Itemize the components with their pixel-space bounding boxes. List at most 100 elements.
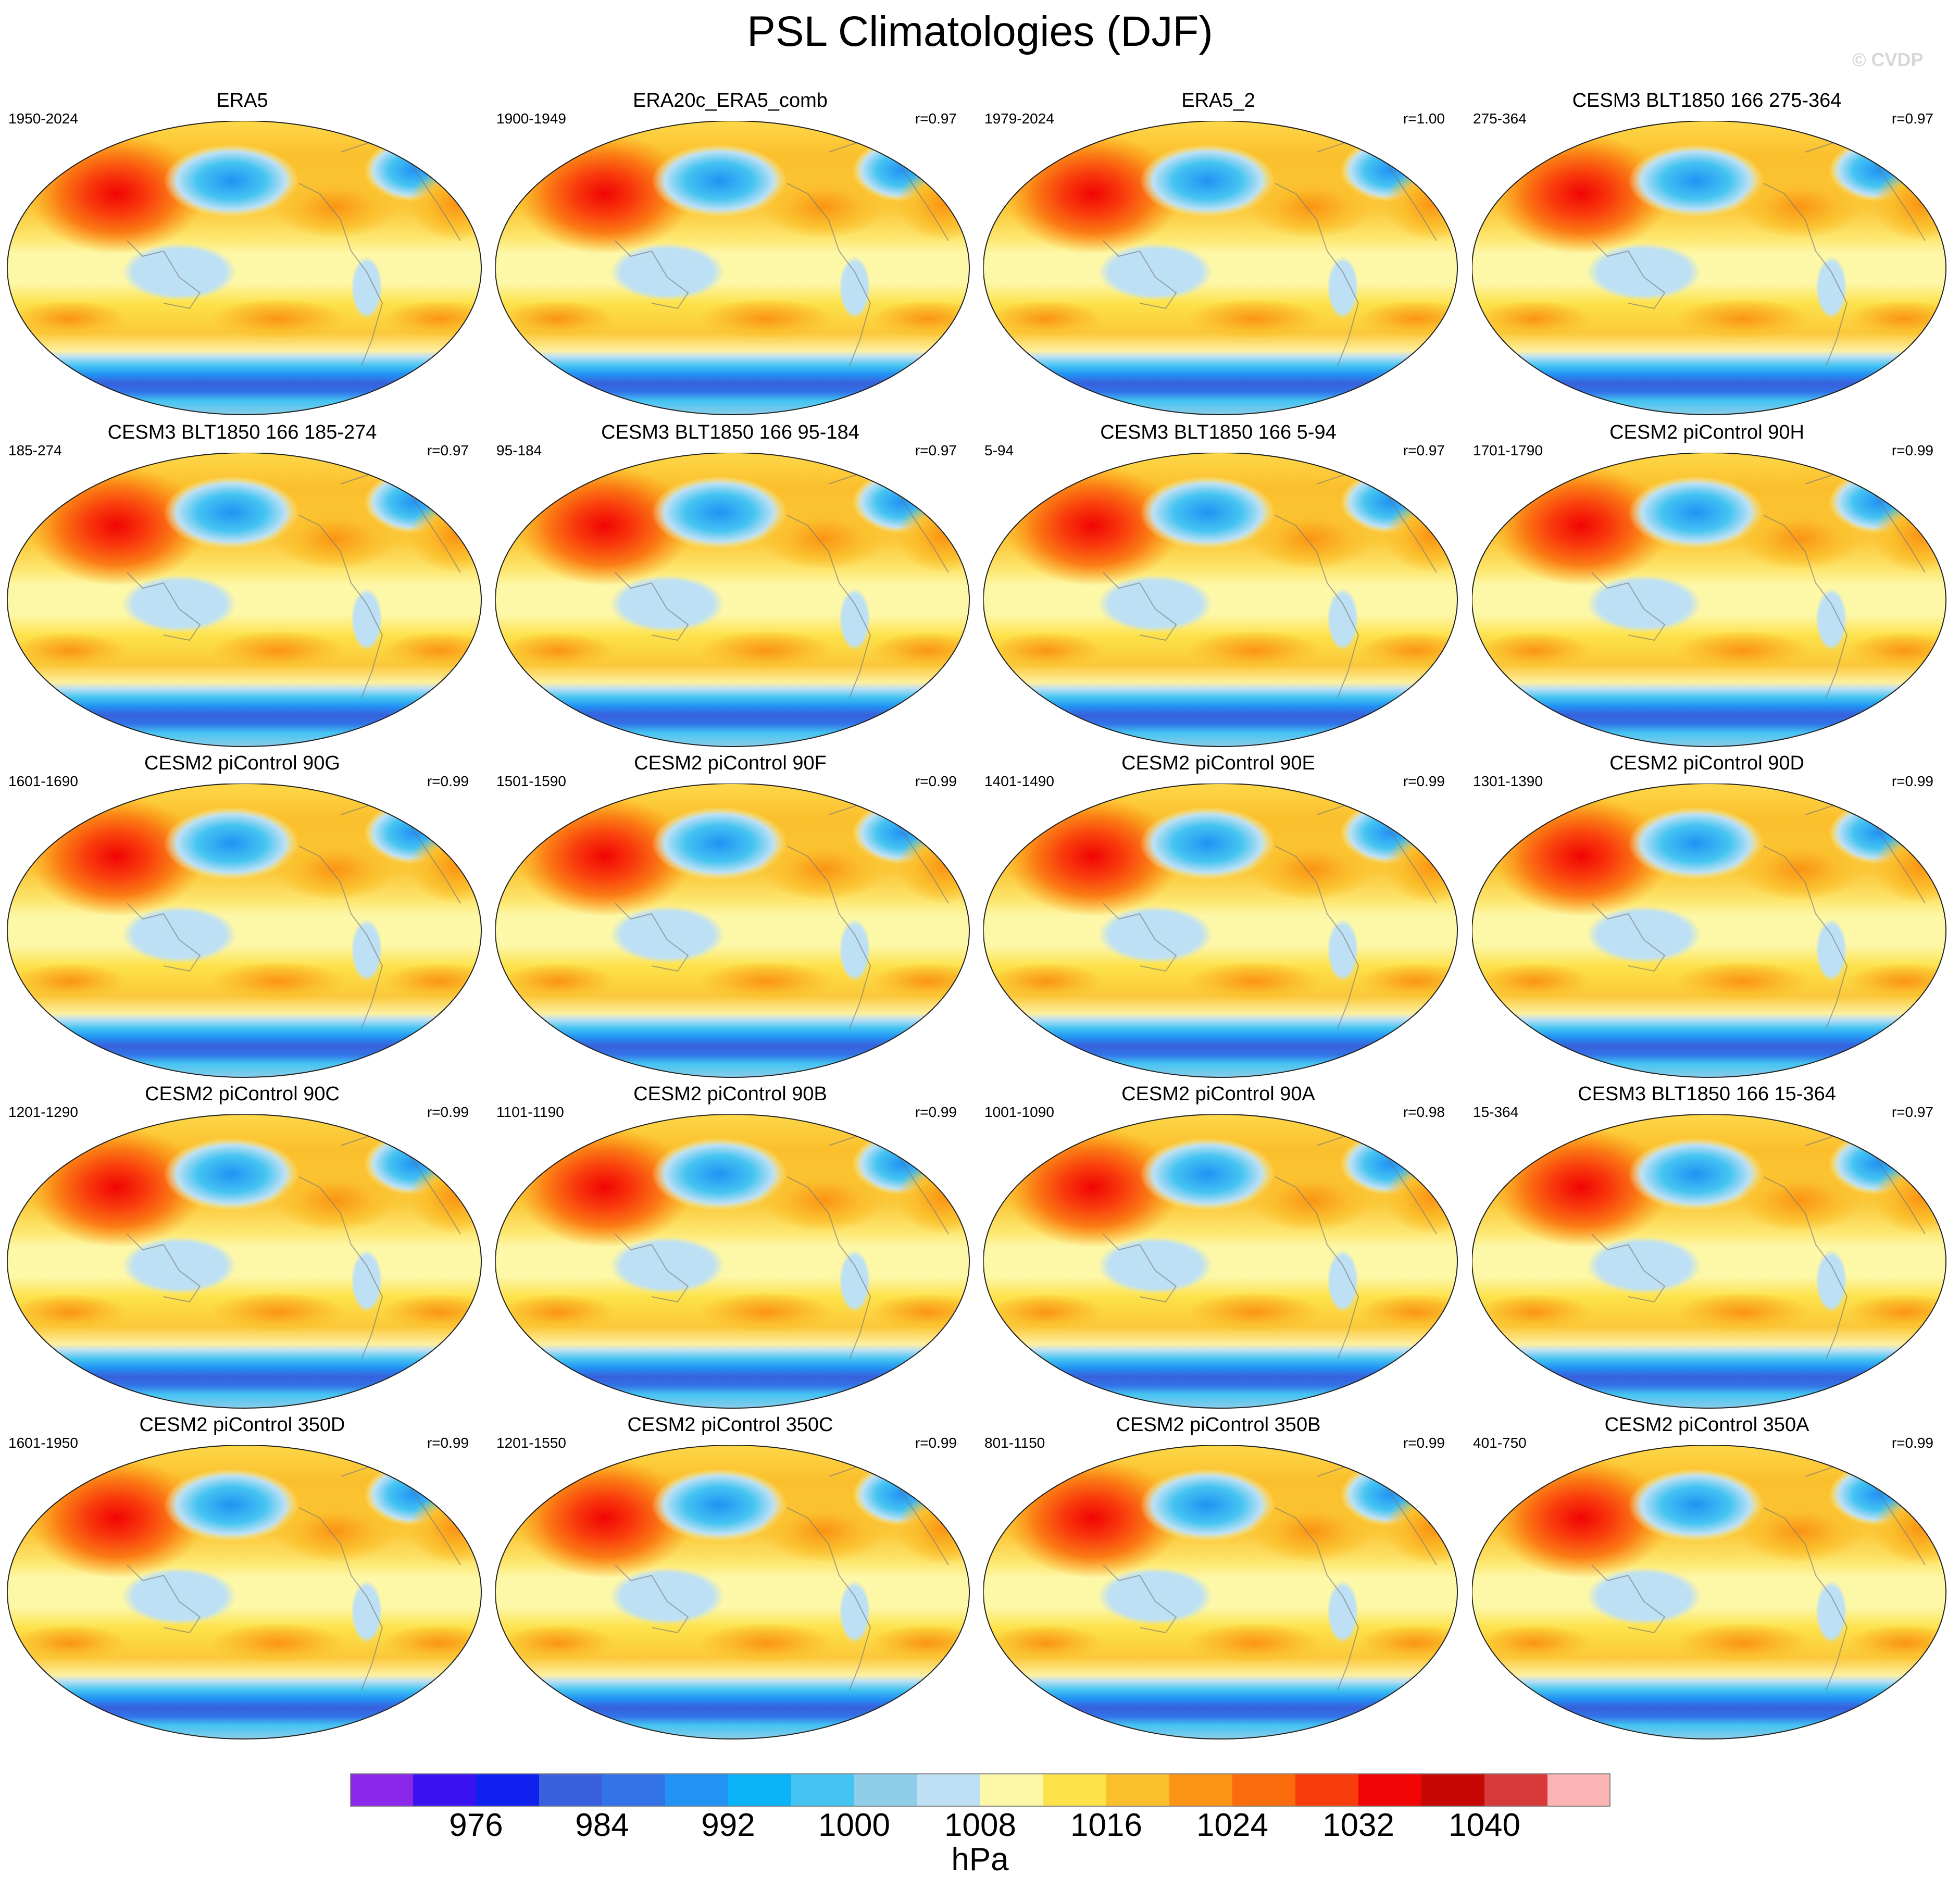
- psl-map: [983, 453, 1458, 747]
- panel-years: 1601-1690: [8, 773, 78, 789]
- panel-correlation: r=0.97: [427, 442, 469, 458]
- panel-title: ERA5: [216, 90, 268, 111]
- panel-years: 401-750: [1473, 1435, 1527, 1451]
- panel-title: CESM2 piControl 90C: [145, 1083, 340, 1105]
- panel-years: 1101-1190: [496, 1104, 564, 1120]
- colorbar-swatch: [728, 1773, 792, 1807]
- psl-map: [495, 121, 970, 415]
- map-panel: CESM2 piControl 350B 801-1150 r=0.99: [976, 1408, 1460, 1739]
- panel-title: CESM2 piControl 90E: [1121, 752, 1315, 774]
- colorbar-swatch: [350, 1773, 414, 1807]
- panel-years: 1001-1090: [984, 1104, 1054, 1120]
- panel-years: 1979-2024: [984, 110, 1054, 127]
- figure-title: PSL Climatologies (DJF): [747, 8, 1213, 55]
- panel-correlation: r=0.97: [1403, 442, 1445, 458]
- psl-map: [1472, 453, 1946, 747]
- colorbar-swatch: [854, 1773, 918, 1807]
- panel-title: CESM2 piControl 350B: [1116, 1414, 1321, 1436]
- colorbar-tick-label: 1008: [944, 1807, 1016, 1843]
- psl-map: [7, 1114, 482, 1409]
- panel-title: CESM2 piControl 350D: [139, 1414, 345, 1436]
- panel-title: CESM2 piControl 90F: [634, 752, 827, 774]
- colorbar-swatch: [476, 1773, 540, 1807]
- map-panel: CESM2 piControl 90E 1401-1490 r=0.99: [976, 746, 1460, 1078]
- panel-correlation: r=0.97: [1891, 110, 1933, 127]
- map-panel: CESM2 piControl 90C 1201-1290 r=0.99: [0, 1077, 484, 1409]
- colorbar-swatch: [1421, 1773, 1485, 1807]
- panel-title: ERA20c_ERA5_comb: [633, 90, 828, 111]
- panel-correlation: r=0.99: [915, 773, 957, 789]
- panel-years: 95-184: [496, 442, 542, 458]
- map-panel: CESM2 piControl 90B 1101-1190 r=0.99: [488, 1077, 972, 1409]
- panel-years: 801-1150: [984, 1435, 1045, 1451]
- panel-years: 1701-1790: [1473, 442, 1543, 458]
- panel-years: 1201-1550: [496, 1435, 566, 1451]
- panel-title: CESM2 piControl 90H: [1609, 421, 1804, 443]
- colorbar-swatch: [602, 1773, 666, 1807]
- panel-correlation: r=0.98: [1403, 1104, 1445, 1120]
- panel-years: 1301-1390: [1473, 773, 1543, 789]
- colorbar-swatch: [980, 1773, 1044, 1807]
- colorbar-swatch: [1484, 1773, 1548, 1807]
- colorbar-tick-label: 1016: [1070, 1807, 1142, 1843]
- panel-years: 1601-1950: [8, 1435, 78, 1451]
- colorbar-swatch: [1043, 1773, 1107, 1807]
- panel-correlation: r=1.00: [1403, 110, 1445, 127]
- map-panel: ERA5 1950-2024: [0, 83, 484, 415]
- panel-years: 1900-1949: [496, 110, 566, 127]
- panel-title: ERA5_2: [1181, 90, 1255, 111]
- panel-correlation: r=0.99: [1403, 1435, 1445, 1451]
- psl-map: [983, 784, 1458, 1078]
- psl-map: [7, 784, 482, 1078]
- panel-title: CESM3 BLT1850 166 185-274: [107, 421, 377, 443]
- colorbar-tick-label: 1000: [818, 1807, 890, 1843]
- map-panel: CESM3 BLT1850 166 15-364 15-364 r=0.97: [1465, 1077, 1949, 1409]
- panel-correlation: r=0.99: [915, 1435, 957, 1451]
- colorbar-tick-label: 1024: [1196, 1807, 1268, 1843]
- map-panel: CESM2 piControl 350A 401-750 r=0.99: [1465, 1408, 1949, 1739]
- map-panel: CESM2 piControl 90H 1701-1790 r=0.99: [1465, 415, 1949, 747]
- panel-title: CESM3 BLT1850 166 275-364: [1572, 90, 1842, 111]
- psl-map: [1472, 1114, 1946, 1409]
- panel-years: 1501-1590: [496, 773, 566, 789]
- panel-years: 1401-1490: [984, 773, 1054, 789]
- psl-map: [495, 1114, 970, 1409]
- psl-map: [495, 1445, 970, 1739]
- psl-map: [983, 1114, 1458, 1409]
- colorbar-tick-label: 1032: [1322, 1807, 1394, 1843]
- panel-title: CESM2 piControl 90G: [144, 752, 340, 774]
- colorbar: [350, 1773, 1611, 1807]
- psl-map: [7, 121, 482, 415]
- panel-correlation: r=0.97: [915, 442, 957, 458]
- map-panel: ERA20c_ERA5_comb 1900-1949 r=0.97: [488, 83, 972, 415]
- panel-correlation: r=0.97: [915, 110, 957, 127]
- panel-correlation: r=0.99: [1891, 442, 1933, 458]
- map-panel: CESM2 piControl 90A 1001-1090 r=0.98: [976, 1077, 1460, 1409]
- panel-title: CESM2 piControl 90D: [1609, 752, 1804, 774]
- panel-correlation: r=0.99: [915, 1104, 957, 1120]
- colorbar-swatch: [1295, 1773, 1359, 1807]
- colorbar-swatch: [1106, 1773, 1170, 1807]
- map-panel: CESM2 piControl 90D 1301-1390 r=0.99: [1465, 746, 1949, 1078]
- colorbar-tick-label: 976: [449, 1807, 503, 1843]
- colorbar-swatch: [1358, 1773, 1422, 1807]
- map-panel: CESM2 piControl 350D 1601-1950 r=0.99: [0, 1408, 484, 1739]
- panel-correlation: r=0.97: [1891, 1104, 1933, 1120]
- psl-map: [983, 1445, 1458, 1739]
- colorbar-tick-label: 984: [575, 1807, 629, 1843]
- colorbar-swatch: [539, 1773, 603, 1807]
- units-label: hPa: [951, 1842, 1009, 1878]
- panel-years: 15-364: [1473, 1104, 1519, 1120]
- map-panel: CESM2 piControl 90G 1601-1690 r=0.99: [0, 746, 484, 1078]
- panel-title: CESM3 BLT1850 166 95-184: [601, 421, 859, 443]
- watermark: © CVDP: [1852, 49, 1924, 70]
- colorbar-swatch: [791, 1773, 855, 1807]
- panel-correlation: r=0.99: [427, 1435, 469, 1451]
- panel-correlation: r=0.99: [1891, 1435, 1933, 1451]
- colorbar-swatch: [413, 1773, 477, 1807]
- psl-map: [7, 1445, 482, 1739]
- map-panel: CESM2 piControl 90F 1501-1590 r=0.99: [488, 746, 972, 1078]
- panel-title: CESM2 piControl 350C: [627, 1414, 833, 1436]
- psl-map: [495, 784, 970, 1078]
- panel-years: 185-274: [8, 442, 62, 458]
